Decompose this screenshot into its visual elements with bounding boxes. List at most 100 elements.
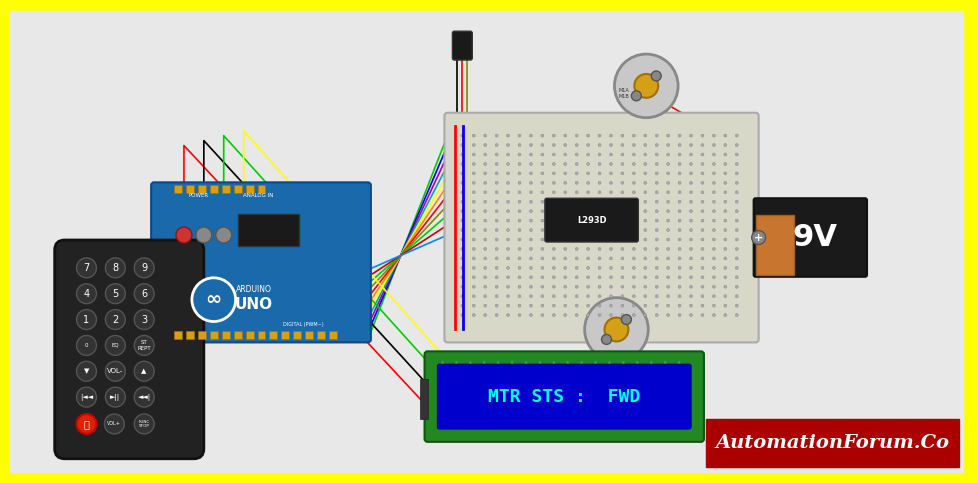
Circle shape xyxy=(134,361,154,381)
Text: 2: 2 xyxy=(112,314,118,325)
Circle shape xyxy=(506,219,510,222)
Circle shape xyxy=(734,295,737,298)
Circle shape xyxy=(552,266,555,270)
Circle shape xyxy=(644,134,646,137)
FancyBboxPatch shape xyxy=(245,331,253,340)
FancyBboxPatch shape xyxy=(317,331,325,340)
FancyBboxPatch shape xyxy=(198,185,205,193)
Circle shape xyxy=(586,285,589,288)
Circle shape xyxy=(644,238,646,241)
Circle shape xyxy=(483,143,486,146)
Circle shape xyxy=(495,228,498,231)
FancyBboxPatch shape xyxy=(234,185,242,193)
Circle shape xyxy=(644,162,646,166)
Circle shape xyxy=(506,143,510,146)
Circle shape xyxy=(552,247,555,251)
Circle shape xyxy=(575,247,578,251)
Circle shape xyxy=(563,191,566,194)
Text: 5: 5 xyxy=(112,289,118,298)
Circle shape xyxy=(654,210,657,213)
Circle shape xyxy=(482,361,485,364)
Circle shape xyxy=(734,153,737,156)
Circle shape xyxy=(712,304,715,307)
Circle shape xyxy=(517,172,520,175)
Circle shape xyxy=(700,210,703,213)
Circle shape xyxy=(471,285,474,288)
Circle shape xyxy=(700,134,703,137)
Circle shape xyxy=(620,134,623,137)
Circle shape xyxy=(483,238,486,241)
Circle shape xyxy=(654,143,657,146)
Circle shape xyxy=(594,361,597,364)
Circle shape xyxy=(632,313,635,316)
Circle shape xyxy=(654,295,657,298)
Circle shape xyxy=(689,304,691,307)
Circle shape xyxy=(529,172,532,175)
Circle shape xyxy=(644,191,646,194)
Circle shape xyxy=(598,257,600,260)
Circle shape xyxy=(620,228,623,231)
FancyBboxPatch shape xyxy=(424,351,703,442)
Circle shape xyxy=(632,238,635,241)
Circle shape xyxy=(495,200,498,203)
Circle shape xyxy=(575,295,578,298)
Circle shape xyxy=(563,313,566,316)
Circle shape xyxy=(678,200,681,203)
Circle shape xyxy=(723,266,726,270)
Circle shape xyxy=(471,313,474,316)
Circle shape xyxy=(666,200,669,203)
Circle shape xyxy=(586,257,589,260)
Circle shape xyxy=(734,257,737,260)
Circle shape xyxy=(192,278,236,322)
Circle shape xyxy=(666,210,669,213)
Circle shape xyxy=(689,172,691,175)
Circle shape xyxy=(76,336,97,355)
Circle shape xyxy=(620,313,623,316)
Circle shape xyxy=(678,285,681,288)
Circle shape xyxy=(654,181,657,185)
Circle shape xyxy=(723,304,726,307)
Circle shape xyxy=(134,258,154,278)
Circle shape xyxy=(586,276,589,279)
Circle shape xyxy=(517,285,520,288)
Circle shape xyxy=(506,276,510,279)
FancyBboxPatch shape xyxy=(420,379,427,419)
Circle shape xyxy=(586,191,589,194)
Circle shape xyxy=(105,414,124,434)
Circle shape xyxy=(677,361,680,364)
Circle shape xyxy=(575,210,578,213)
Circle shape xyxy=(461,266,464,270)
Circle shape xyxy=(575,228,578,231)
Circle shape xyxy=(106,258,125,278)
Circle shape xyxy=(471,181,474,185)
Circle shape xyxy=(666,276,669,279)
Circle shape xyxy=(483,219,486,222)
Circle shape xyxy=(540,162,544,166)
FancyBboxPatch shape xyxy=(293,331,301,340)
Circle shape xyxy=(598,153,600,156)
Circle shape xyxy=(586,313,589,316)
Circle shape xyxy=(540,304,544,307)
Circle shape xyxy=(540,276,544,279)
Circle shape xyxy=(471,134,474,137)
Text: ARDUINO: ARDUINO xyxy=(236,285,271,294)
Circle shape xyxy=(723,181,726,185)
Circle shape xyxy=(678,162,681,166)
Circle shape xyxy=(689,238,691,241)
Circle shape xyxy=(700,313,703,316)
Circle shape xyxy=(586,153,589,156)
Circle shape xyxy=(586,228,589,231)
Circle shape xyxy=(552,295,555,298)
Circle shape xyxy=(565,361,568,364)
Circle shape xyxy=(723,219,726,222)
Circle shape xyxy=(609,304,612,307)
Circle shape xyxy=(552,238,555,241)
Circle shape xyxy=(734,219,737,222)
Circle shape xyxy=(644,228,646,231)
Circle shape xyxy=(666,228,669,231)
Circle shape xyxy=(598,285,600,288)
Circle shape xyxy=(654,276,657,279)
Circle shape xyxy=(620,238,623,241)
Text: ►||: ►|| xyxy=(111,394,120,400)
Circle shape xyxy=(712,285,715,288)
